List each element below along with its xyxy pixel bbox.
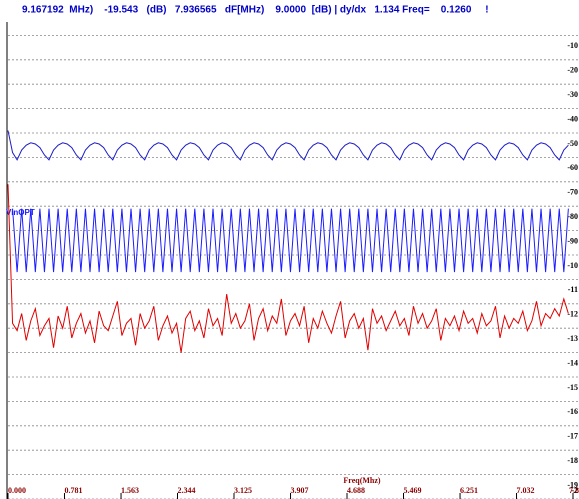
trace-line bbox=[7, 130, 569, 161]
x-tick-label: 6.251 bbox=[460, 486, 478, 495]
y-tick-label: -14 bbox=[567, 358, 578, 367]
y-tick-label: -15 bbox=[567, 383, 578, 392]
y-tick-label: -80 bbox=[567, 212, 578, 221]
y-tick-label: -90 bbox=[567, 236, 578, 245]
y-tick-label: -12 bbox=[567, 310, 578, 319]
y-tick-label: -60 bbox=[567, 163, 578, 172]
trace-label: VinOPT bbox=[6, 208, 35, 217]
y-tick-label: -18 bbox=[567, 456, 578, 465]
x-tick-label: 1.563 bbox=[121, 486, 139, 495]
y-tick-label: -19 bbox=[567, 480, 578, 489]
y-tick-label: -50 bbox=[567, 139, 578, 148]
y-tick-label: -16 bbox=[567, 407, 578, 416]
y-tick-label: -10 bbox=[567, 41, 578, 50]
y-tick-label: -20 bbox=[567, 66, 578, 75]
y-tick-label: -30 bbox=[567, 90, 578, 99]
x-tick-label: 2.344 bbox=[178, 486, 196, 495]
y-tick-label: -10 bbox=[567, 261, 578, 270]
y-tick-label: -40 bbox=[567, 114, 578, 123]
x-tick-label: 3.907 bbox=[291, 486, 309, 495]
x-tick-label: 7.032 bbox=[517, 486, 535, 495]
x-tick-label: 7.8 bbox=[569, 486, 579, 495]
trace-line bbox=[12, 208, 569, 273]
x-tick-label: 5.469 bbox=[403, 486, 421, 495]
readout-header: 9.167192 MHz) -19.543 (dB) 7.936565 dF[M… bbox=[22, 5, 489, 16]
trace-line bbox=[7, 184, 569, 353]
x-tick-label: 4.688 bbox=[347, 486, 365, 495]
x-tick-label: 0.781 bbox=[64, 486, 82, 495]
x-tick-label: 3.125 bbox=[234, 486, 252, 495]
y-tick-label: -11 bbox=[568, 285, 578, 294]
y-tick-label: -17 bbox=[567, 432, 578, 441]
y-tick-label: -13 bbox=[567, 334, 578, 343]
x-tick-label: 0.000 bbox=[8, 486, 26, 495]
y-tick-label: -2 bbox=[571, 486, 578, 495]
x-axis-label: Freq(Mhz) bbox=[343, 476, 381, 485]
y-tick-label: -70 bbox=[567, 188, 578, 197]
